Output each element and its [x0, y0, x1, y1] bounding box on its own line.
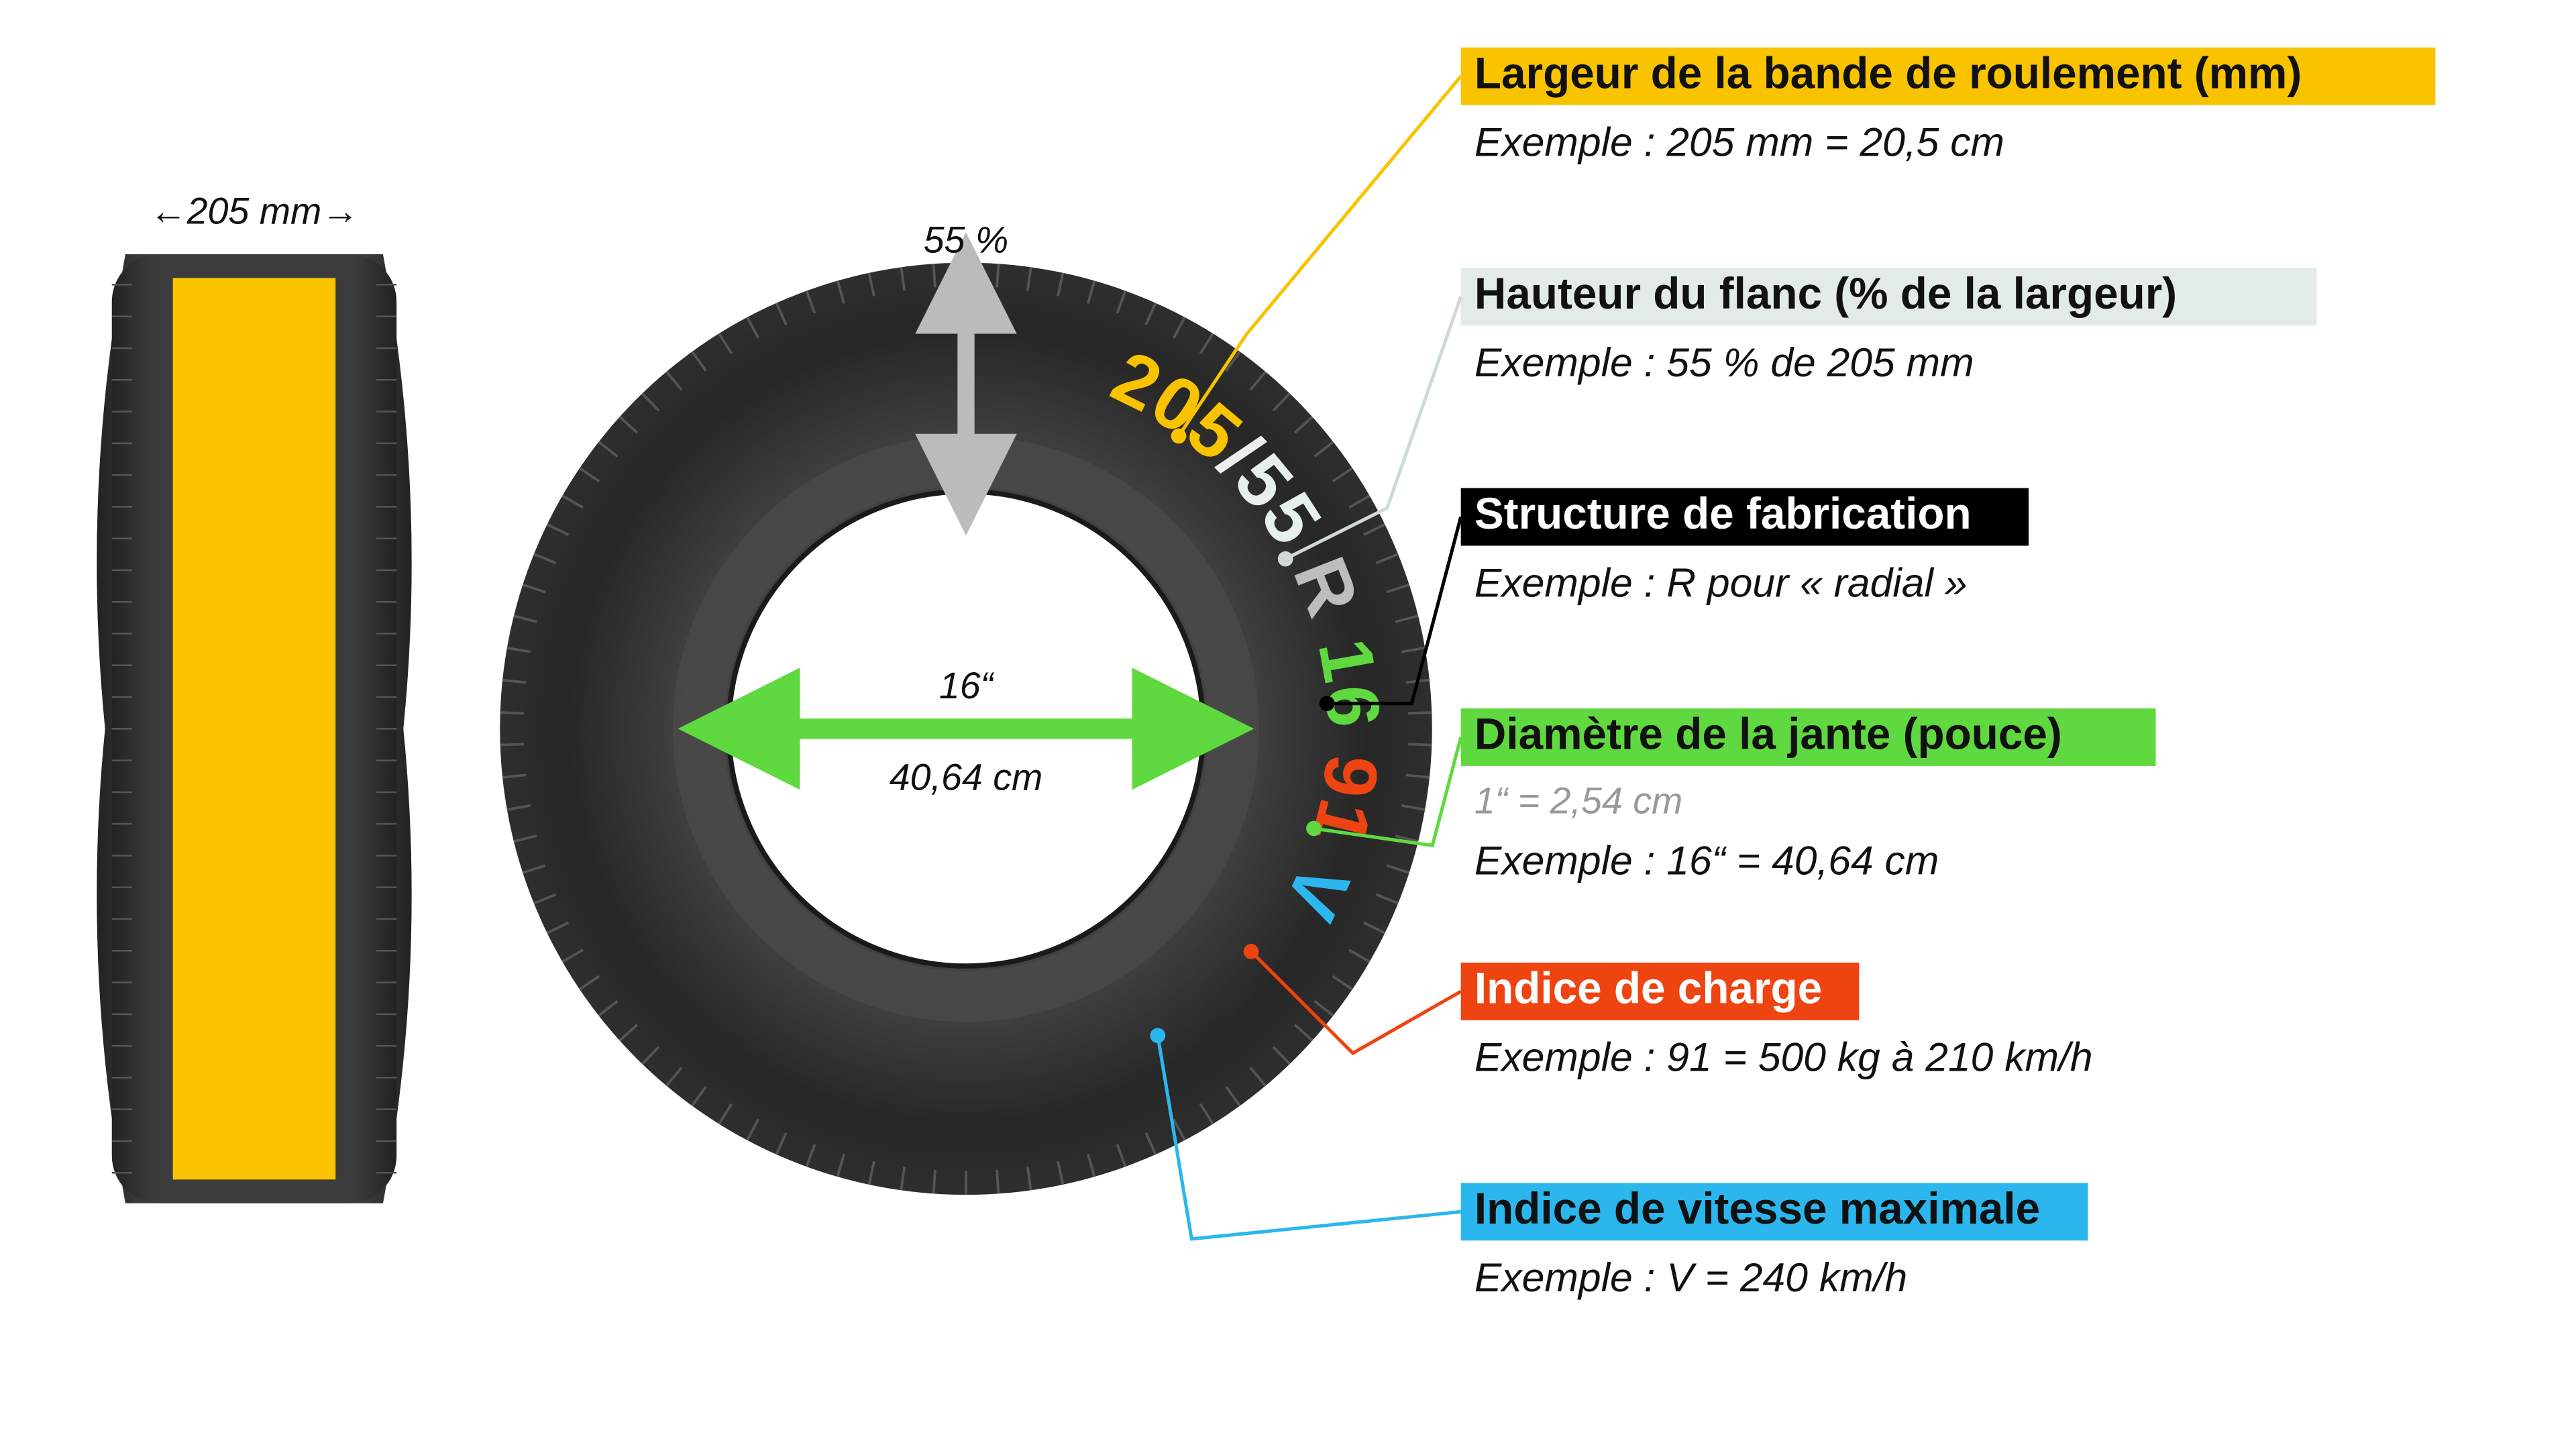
label-width-example: Exemple : 205 mm = 20,5 cm [1474, 119, 2004, 164]
rim-inches-label: 16“ [939, 665, 995, 706]
label-sidewall-title: Hauteur du flanc (% de la largeur) [1474, 269, 2177, 318]
tread-band [173, 278, 336, 1179]
label-diameter: Diamètre de la jante (pouce) 1“ = 2,54 cm… [1306, 708, 2155, 883]
label-diameter-title: Diamètre de la jante (pouce) [1474, 710, 2062, 759]
rim-cm-label: 40,64 cm [890, 756, 1043, 798]
tire-side-view: 55 %16“40,64 cm205/55 R 16 91 V [500, 219, 1432, 1195]
label-structure-title: Structure de fabrication [1474, 489, 1972, 538]
label-diameter-note: 1“ = 2,54 cm [1474, 780, 1682, 822]
label-load-title: Indice de charge [1474, 964, 1822, 1013]
label-load: Indice de charge Exemple : 91 = 500 kg à … [1244, 944, 2093, 1080]
tread-width-label: ←205 mm→ [150, 190, 359, 231]
label-sidewall-example: Exemple : 55 % de 205 mm [1474, 339, 1974, 385]
label-load-example: Exemple : 91 = 500 kg à 210 km/h [1474, 1034, 2093, 1080]
label-structure-example: Exemple : R pour « radial » [1474, 559, 1968, 605]
label-speed-example: Exemple : V = 240 km/h [1474, 1254, 1907, 1300]
label-diameter-example: Exemple : 16“ = 40,64 cm [1474, 838, 1939, 883]
label-speed-title: Indice de vitesse maximale [1474, 1184, 2040, 1233]
sidewall-percent-label: 55 % [924, 219, 1009, 260]
label-width-title: Largeur de la bande de roulement (mm) [1474, 48, 2302, 97]
tread-cross-section: ←205 mm→ [97, 190, 411, 1203]
